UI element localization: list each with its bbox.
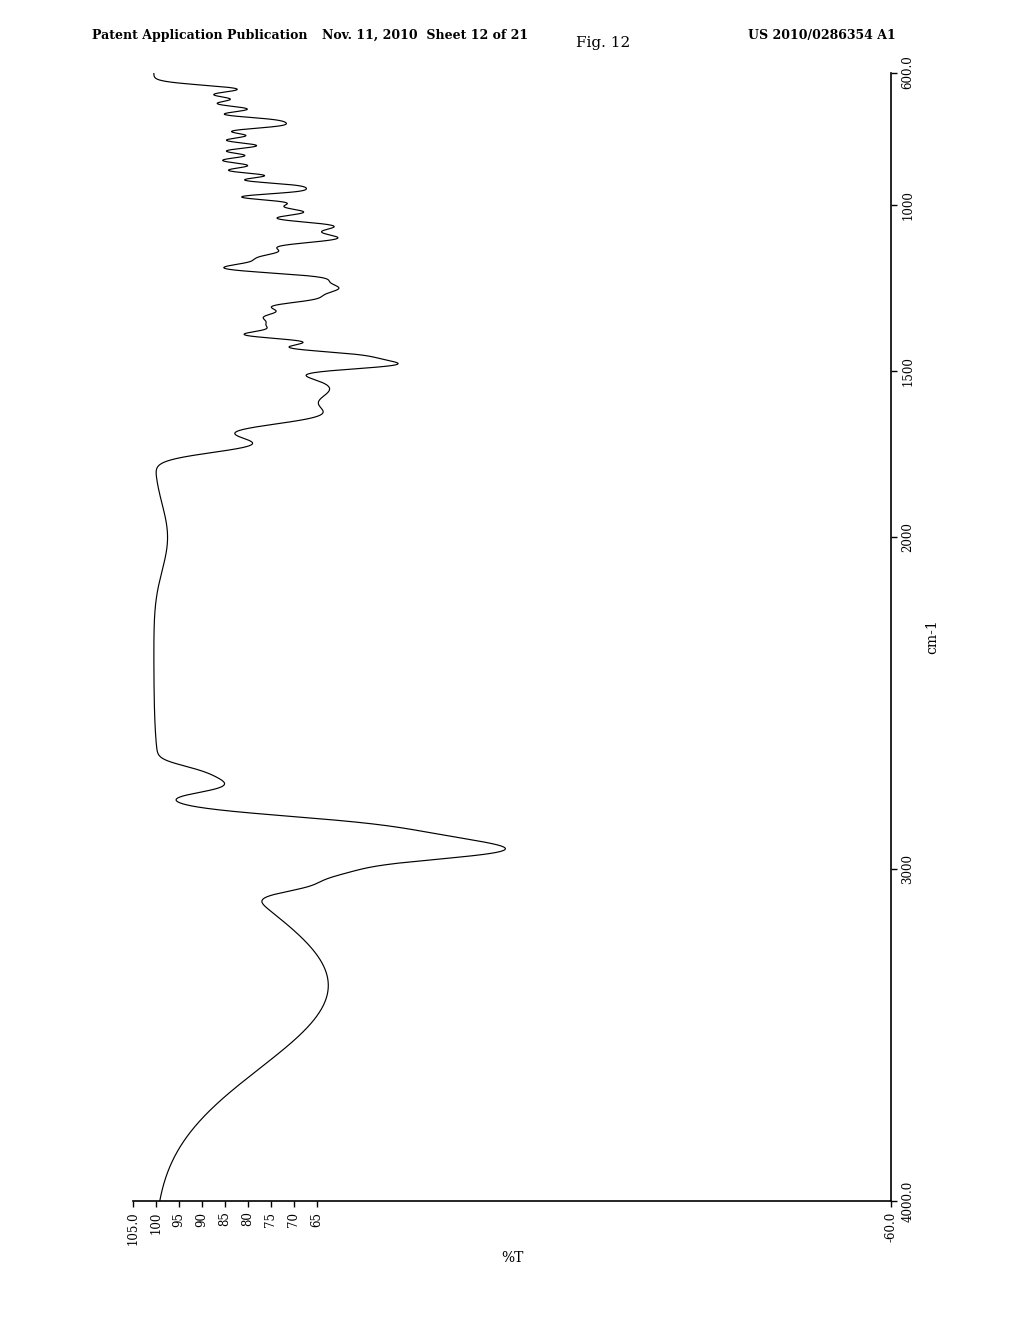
Y-axis label: cm-1: cm-1 bbox=[926, 619, 939, 655]
Text: Fig. 12: Fig. 12 bbox=[575, 36, 630, 50]
Text: Nov. 11, 2010  Sheet 12 of 21: Nov. 11, 2010 Sheet 12 of 21 bbox=[322, 29, 528, 42]
Text: US 2010/0286354 A1: US 2010/0286354 A1 bbox=[748, 29, 895, 42]
Text: Patent Application Publication: Patent Application Publication bbox=[92, 29, 307, 42]
X-axis label: %T: %T bbox=[501, 1251, 523, 1265]
